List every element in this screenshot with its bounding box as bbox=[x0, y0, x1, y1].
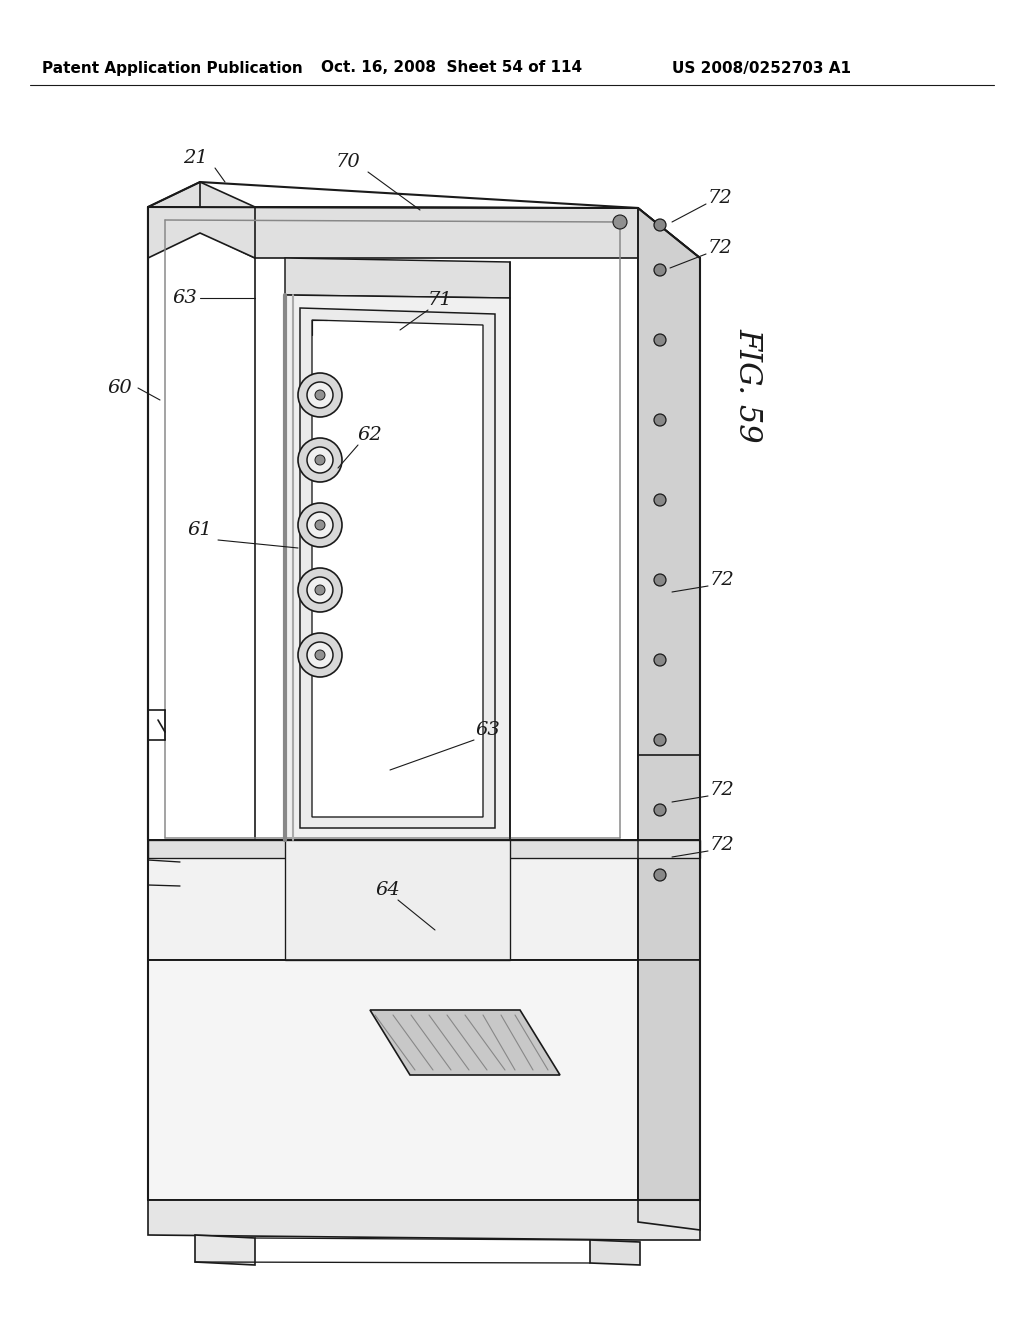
Polygon shape bbox=[148, 960, 638, 1200]
Text: US 2008/0252703 A1: US 2008/0252703 A1 bbox=[673, 61, 852, 75]
Text: Patent Application Publication: Patent Application Publication bbox=[42, 61, 302, 75]
Circle shape bbox=[315, 585, 325, 595]
Text: 64: 64 bbox=[376, 880, 400, 899]
Text: Oct. 16, 2008  Sheet 54 of 114: Oct. 16, 2008 Sheet 54 of 114 bbox=[322, 61, 583, 75]
Circle shape bbox=[613, 215, 627, 228]
Text: 62: 62 bbox=[357, 426, 382, 444]
Circle shape bbox=[654, 574, 666, 586]
Text: 72: 72 bbox=[708, 189, 732, 207]
Polygon shape bbox=[148, 207, 255, 395]
Polygon shape bbox=[148, 207, 638, 840]
Polygon shape bbox=[148, 840, 700, 858]
Circle shape bbox=[654, 219, 666, 231]
Polygon shape bbox=[638, 840, 700, 960]
Circle shape bbox=[315, 455, 325, 465]
Circle shape bbox=[298, 503, 342, 546]
Circle shape bbox=[307, 381, 333, 408]
Text: 63: 63 bbox=[475, 721, 501, 739]
Polygon shape bbox=[312, 319, 483, 817]
Polygon shape bbox=[638, 1200, 700, 1230]
Text: 72: 72 bbox=[708, 239, 732, 257]
Text: 60: 60 bbox=[108, 379, 132, 397]
Polygon shape bbox=[148, 207, 700, 257]
Circle shape bbox=[298, 568, 342, 612]
Polygon shape bbox=[148, 840, 638, 960]
Circle shape bbox=[307, 447, 333, 473]
Circle shape bbox=[654, 804, 666, 816]
Polygon shape bbox=[195, 1236, 255, 1265]
Polygon shape bbox=[370, 1010, 560, 1074]
Circle shape bbox=[654, 264, 666, 276]
Circle shape bbox=[315, 520, 325, 531]
Circle shape bbox=[298, 438, 342, 482]
Circle shape bbox=[654, 494, 666, 506]
Circle shape bbox=[307, 577, 333, 603]
Circle shape bbox=[315, 389, 325, 400]
Text: 63: 63 bbox=[173, 289, 198, 308]
Circle shape bbox=[307, 512, 333, 539]
Text: FIG. 59: FIG. 59 bbox=[732, 327, 764, 442]
Polygon shape bbox=[148, 207, 700, 257]
Text: 72: 72 bbox=[710, 572, 734, 589]
Polygon shape bbox=[148, 182, 255, 257]
Circle shape bbox=[654, 334, 666, 346]
Circle shape bbox=[315, 649, 325, 660]
Circle shape bbox=[298, 374, 342, 417]
Polygon shape bbox=[638, 209, 700, 840]
Text: 21: 21 bbox=[182, 149, 208, 168]
Circle shape bbox=[307, 642, 333, 668]
Circle shape bbox=[654, 414, 666, 426]
Polygon shape bbox=[590, 1239, 640, 1265]
Text: 72: 72 bbox=[710, 836, 734, 854]
Polygon shape bbox=[285, 294, 510, 840]
Text: 61: 61 bbox=[187, 521, 212, 539]
Polygon shape bbox=[638, 960, 700, 1200]
Polygon shape bbox=[285, 840, 510, 960]
Text: 71: 71 bbox=[428, 290, 453, 309]
Polygon shape bbox=[285, 257, 510, 298]
Circle shape bbox=[654, 734, 666, 746]
Polygon shape bbox=[300, 308, 495, 828]
Text: 70: 70 bbox=[336, 153, 360, 172]
Circle shape bbox=[654, 869, 666, 880]
Polygon shape bbox=[148, 1200, 700, 1239]
Circle shape bbox=[654, 653, 666, 667]
Circle shape bbox=[298, 634, 342, 677]
Text: 72: 72 bbox=[710, 781, 734, 799]
